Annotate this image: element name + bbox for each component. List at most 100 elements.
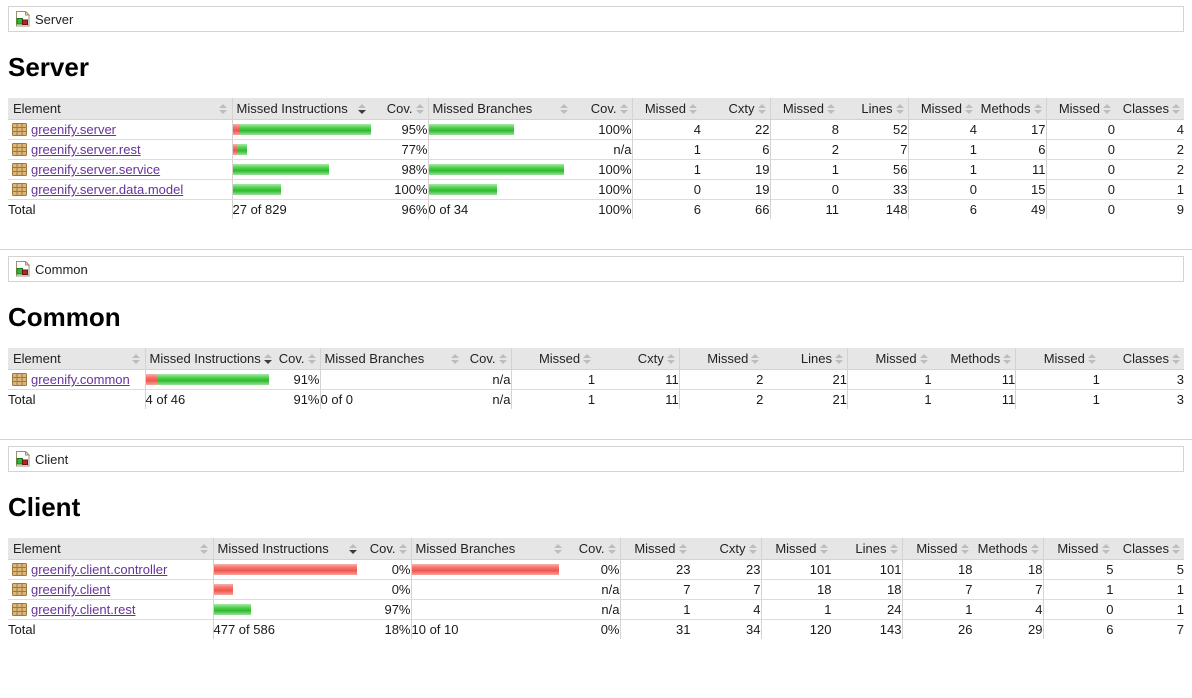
column-header-missed-branches-3[interactable]: Missed Branches <box>427 98 574 120</box>
table-row: greenify.client.rest 97% n/a 1 4 1 24 1 4 0 1 <box>8 599 1184 620</box>
column-header-missed-9[interactable]: Missed <box>907 98 978 120</box>
column-header-cov-4[interactable]: Cov. <box>568 538 620 560</box>
sort-arrows-icon[interactable] <box>1030 543 1039 554</box>
column-header-methods-10[interactable]: Methods <box>972 538 1043 560</box>
column-header-missed-instructions-1[interactable]: Missed Instructions <box>144 348 278 370</box>
sort-arrows-icon[interactable] <box>607 543 616 554</box>
missed-classes-cell: 1 <box>1015 369 1100 390</box>
package-link[interactable]: greenify.common <box>31 372 130 387</box>
column-header-missed-instructions-1[interactable]: Missed Instructions <box>231 98 372 120</box>
sort-arrows-icon[interactable] <box>895 103 904 114</box>
sort-arrows-icon[interactable] <box>1103 103 1111 114</box>
sort-up-arrow <box>607 543 616 548</box>
sort-arrows-icon[interactable] <box>554 543 562 554</box>
package-link[interactable]: greenify.client.controller <box>31 562 168 577</box>
total-missed-methods-cell: 26 <box>901 619 973 639</box>
sort-arrows-icon[interactable] <box>689 103 697 114</box>
column-header-missed-5[interactable]: Missed <box>510 348 596 370</box>
sort-arrows-icon[interactable] <box>619 103 628 114</box>
sort-arrows-icon[interactable] <box>1172 103 1180 114</box>
column-header-classes-12[interactable]: Classes <box>1113 538 1184 560</box>
sort-arrows-icon[interactable] <box>415 103 424 114</box>
sort-active-icon[interactable] <box>264 353 272 364</box>
column-header-missed-9[interactable]: Missed <box>901 538 973 560</box>
column-header-cxty-6[interactable]: Cxty <box>690 538 761 560</box>
column-header-element-0[interactable]: Element <box>8 348 145 370</box>
column-header-missed-5[interactable]: Missed <box>631 98 701 120</box>
column-header-element-0[interactable]: Element <box>8 538 213 560</box>
column-header-missed-instructions-1[interactable]: Missed Instructions <box>212 538 363 560</box>
column-header-missed-7[interactable]: Missed <box>678 348 764 370</box>
column-header-classes-12[interactable]: Classes <box>1099 348 1184 370</box>
column-header-cxty-6[interactable]: Cxty <box>701 98 770 120</box>
sort-arrows-icon[interactable] <box>1172 353 1180 364</box>
sort-down-arrow <box>1030 549 1039 554</box>
sort-arrows-icon[interactable] <box>666 353 675 364</box>
sort-arrows-icon[interactable] <box>307 353 316 364</box>
column-header-missed-5[interactable]: Missed <box>619 538 691 560</box>
sort-arrows-icon[interactable] <box>560 103 568 114</box>
sort-arrows-icon[interactable] <box>748 543 757 554</box>
sort-arrows-icon[interactable] <box>835 353 843 364</box>
sort-arrows-icon[interactable] <box>398 543 407 554</box>
column-header-missed-7[interactable]: Missed <box>760 538 832 560</box>
package-link[interactable]: greenify.server.service <box>31 162 161 177</box>
sort-arrows-icon[interactable] <box>960 543 969 554</box>
column-label: Missed Instructions <box>236 101 348 116</box>
package-link[interactable]: greenify.server.data.model <box>31 182 184 197</box>
sort-arrows-icon[interactable] <box>819 543 828 554</box>
column-header-lines-8[interactable]: Lines <box>839 98 908 120</box>
sort-arrows-icon[interactable] <box>678 543 687 554</box>
package-link[interactable]: greenify.client.rest <box>31 602 136 617</box>
column-header-lines-8[interactable]: Lines <box>763 348 848 370</box>
column-header-inner: Missed Branches <box>412 541 569 556</box>
sort-arrows-icon[interactable] <box>1172 543 1180 554</box>
sort-arrows-icon[interactable] <box>583 353 592 364</box>
sort-arrows-icon[interactable] <box>889 543 898 554</box>
column-header-cov-4[interactable]: Cov. <box>465 348 511 370</box>
sort-arrows-icon[interactable] <box>965 103 973 114</box>
sort-active-icon[interactable] <box>358 103 366 114</box>
column-header-missed-11[interactable]: Missed <box>1015 348 1100 370</box>
sort-arrows-icon[interactable] <box>498 353 507 364</box>
sort-arrows-icon[interactable] <box>451 353 459 364</box>
column-header-cov-2[interactable]: Cov. <box>278 348 320 370</box>
column-header-methods-10[interactable]: Methods <box>977 98 1046 120</box>
column-header-missed-11[interactable]: Missed <box>1045 98 1115 120</box>
package-link[interactable]: greenify.server <box>31 122 117 137</box>
column-header-classes-12[interactable]: Classes <box>1115 98 1184 120</box>
package-link[interactable]: greenify.client <box>31 582 111 597</box>
sort-arrows-icon[interactable] <box>751 353 760 364</box>
column-header-cov-2[interactable]: Cov. <box>372 98 428 120</box>
sort-arrows-icon[interactable] <box>1101 543 1110 554</box>
sort-arrows-icon[interactable] <box>131 353 140 364</box>
sort-active-icon[interactable] <box>349 543 357 554</box>
column-header-element-0[interactable]: Element <box>8 98 232 120</box>
column-header-cov-2[interactable]: Cov. <box>363 538 411 560</box>
column-header-missed-branches-3[interactable]: Missed Branches <box>319 348 465 370</box>
sort-arrows-icon[interactable] <box>827 103 835 114</box>
column-header-cxty-6[interactable]: Cxty <box>595 348 680 370</box>
package-link[interactable]: greenify.server.rest <box>31 142 141 157</box>
sort-arrows-icon[interactable] <box>218 103 227 114</box>
sort-arrows-icon[interactable] <box>919 353 928 364</box>
column-label: Cxty <box>637 351 664 366</box>
sort-down-arrow <box>607 549 616 554</box>
sort-arrows-icon[interactable] <box>1033 103 1042 114</box>
sort-arrows-icon[interactable] <box>1003 353 1012 364</box>
branch-coverage-cell: 100% <box>574 179 632 200</box>
sort-arrows-icon[interactable] <box>199 543 208 554</box>
column-header-methods-10[interactable]: Methods <box>931 348 1016 370</box>
column-header-missed-branches-3[interactable]: Missed Branches <box>410 538 569 560</box>
column-header-missed-9[interactable]: Missed <box>846 348 932 370</box>
column-header-missed-7[interactable]: Missed <box>769 98 839 120</box>
column-header-lines-8[interactable]: Lines <box>831 538 902 560</box>
column-header-inner: Missed <box>909 101 978 116</box>
coverage-bar <box>412 604 569 615</box>
column-header-missed-11[interactable]: Missed <box>1042 538 1114 560</box>
sort-arrows-icon[interactable] <box>1087 353 1096 364</box>
column-label: Missed <box>775 541 817 556</box>
sort-arrows-icon[interactable] <box>757 103 766 114</box>
total-methods-cell: 11 <box>931 389 1016 409</box>
column-header-cov-4[interactable]: Cov. <box>574 98 632 120</box>
